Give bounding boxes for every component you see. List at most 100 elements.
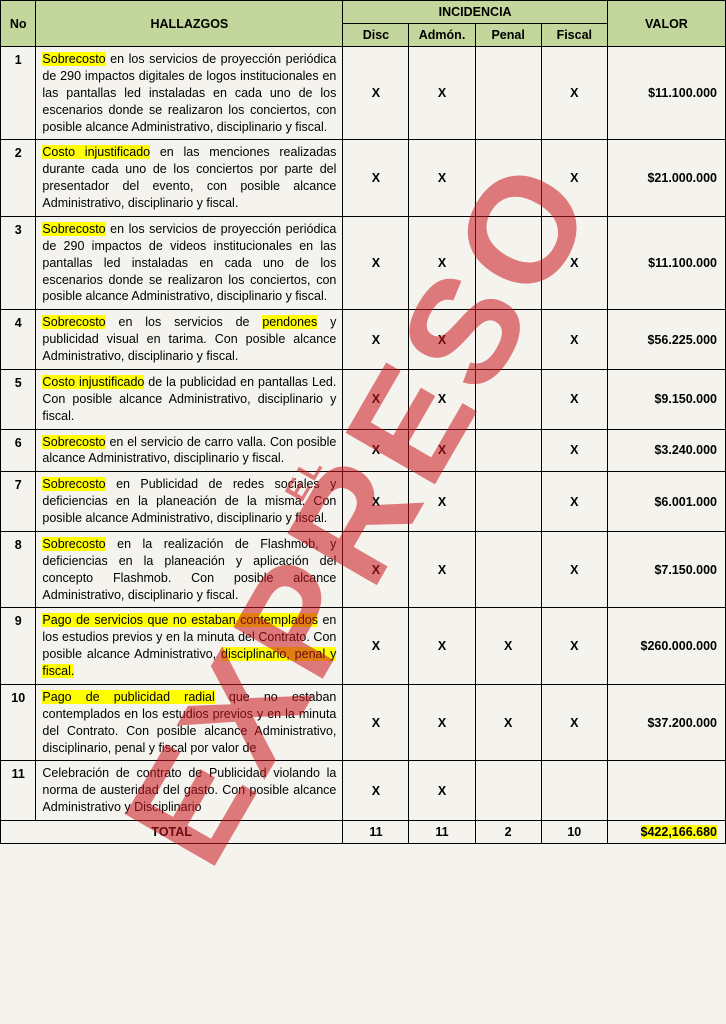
cell-no: 11: [1, 761, 36, 821]
cell-fiscal: X: [541, 608, 607, 685]
cell-penal: [475, 369, 541, 429]
cell-disc: X: [343, 761, 409, 821]
cell-admon: X: [409, 369, 475, 429]
highlight-text: Costo injustificado: [42, 375, 144, 389]
cell-penal: [475, 47, 541, 140]
highlight-text: Sobrecosto: [42, 222, 105, 236]
cell-disc: X: [343, 608, 409, 685]
cell-valor: $11.100.000: [607, 216, 725, 309]
cell-valor: $37.200.000: [607, 684, 725, 761]
highlight-text: Sobrecosto: [42, 435, 105, 449]
cell-valor: [607, 761, 725, 821]
cell-penal: X: [475, 684, 541, 761]
cell-hallazgo: Costo injustificado de la publicidad en …: [36, 369, 343, 429]
cell-penal: [475, 761, 541, 821]
cell-fiscal: X: [541, 216, 607, 309]
cell-penal: [475, 140, 541, 217]
cell-hallazgo: Pago de servicios que no estaban contemp…: [36, 608, 343, 685]
total-fiscal: 10: [541, 821, 607, 844]
cell-no: 6: [1, 429, 36, 472]
cell-disc: X: [343, 531, 409, 608]
cell-no: 8: [1, 531, 36, 608]
total-admon: 11: [409, 821, 475, 844]
header-incidencia: INCIDENCIA: [343, 1, 608, 24]
highlight-text: Pago de publicidad radial: [42, 690, 214, 704]
cell-no: 1: [1, 47, 36, 140]
cell-disc: X: [343, 684, 409, 761]
cell-valor: $6.001.000: [607, 472, 725, 532]
table-body: 1Sobrecosto en los servicios de proyecci…: [1, 47, 726, 821]
highlight-text: Sobrecosto: [42, 477, 105, 491]
table-row: 7Sobrecosto en Publicidad de redes socia…: [1, 472, 726, 532]
cell-fiscal: X: [541, 310, 607, 370]
cell-fiscal: X: [541, 369, 607, 429]
header-hallazgos: HALLAZGOS: [36, 1, 343, 47]
table-header: No HALLAZGOS INCIDENCIA VALOR Disc Admón…: [1, 1, 726, 47]
cell-valor: $56.225.000: [607, 310, 725, 370]
cell-hallazgo: Sobrecosto en el servicio de carro valla…: [36, 429, 343, 472]
cell-admon: X: [409, 608, 475, 685]
header-disc: Disc: [343, 24, 409, 47]
cell-admon: X: [409, 472, 475, 532]
cell-admon: X: [409, 47, 475, 140]
cell-no: 5: [1, 369, 36, 429]
cell-admon: X: [409, 684, 475, 761]
cell-hallazgo: Pago de publicidad radial que no estaban…: [36, 684, 343, 761]
cell-fiscal: X: [541, 47, 607, 140]
cell-disc: X: [343, 472, 409, 532]
cell-valor: $9.150.000: [607, 369, 725, 429]
highlight-text: Sobrecosto: [42, 52, 105, 66]
header-admon: Admón.: [409, 24, 475, 47]
cell-disc: X: [343, 47, 409, 140]
table-row: 5Costo injustificado de la publicidad en…: [1, 369, 726, 429]
table-row: 9 Pago de servicios que no estaban contem…: [1, 608, 726, 685]
cell-no: 4: [1, 310, 36, 370]
cell-no: 2: [1, 140, 36, 217]
cell-penal: [475, 429, 541, 472]
cell-admon: X: [409, 140, 475, 217]
header-penal: Penal: [475, 24, 541, 47]
cell-valor: $7.150.000: [607, 531, 725, 608]
cell-valor: $21.000.000: [607, 140, 725, 217]
cell-admon: X: [409, 310, 475, 370]
highlight-text: Costo injustificado: [42, 145, 150, 159]
cell-fiscal: [541, 761, 607, 821]
cell-penal: [475, 216, 541, 309]
cell-hallazgo: Sobrecosto en la realización de Flashmob…: [36, 531, 343, 608]
cell-hallazgo: Sobrecosto en Publicidad de redes social…: [36, 472, 343, 532]
header-valor: VALOR: [607, 1, 725, 47]
table-row: 11Celebración de contrato de Publicidad …: [1, 761, 726, 821]
highlight-text: disciplinario, penal y fiscal.: [42, 647, 336, 678]
cell-fiscal: X: [541, 684, 607, 761]
table-row: 10Pago de publicidad radial que no estab…: [1, 684, 726, 761]
cell-no: 7: [1, 472, 36, 532]
cell-valor: $11.100.000: [607, 47, 725, 140]
cell-disc: X: [343, 216, 409, 309]
findings-table: No HALLAZGOS INCIDENCIA VALOR Disc Admón…: [0, 0, 726, 844]
cell-hallazgo: Sobrecosto en los servicios de proyecció…: [36, 216, 343, 309]
cell-no: 9: [1, 608, 36, 685]
cell-hallazgo: Costo injustificado en las menciones rea…: [36, 140, 343, 217]
table-row: 4Sobrecosto en los servicios de pendones…: [1, 310, 726, 370]
total-disc: 11: [343, 821, 409, 844]
cell-hallazgo: Sobrecosto en los servicios de proyecció…: [36, 47, 343, 140]
cell-admon: X: [409, 429, 475, 472]
table-row: 1Sobrecosto en los servicios de proyecci…: [1, 47, 726, 140]
cell-disc: X: [343, 310, 409, 370]
highlight-text: Sobrecosto: [42, 315, 105, 329]
cell-disc: X: [343, 140, 409, 217]
cell-penal: X: [475, 608, 541, 685]
cell-fiscal: X: [541, 429, 607, 472]
highlight-text: Pago de servicios que no estaban contemp…: [42, 613, 318, 627]
total-label: TOTAL: [1, 821, 343, 844]
cell-valor: $260.000.000: [607, 608, 725, 685]
cell-fiscal: X: [541, 140, 607, 217]
cell-disc: X: [343, 369, 409, 429]
cell-admon: X: [409, 216, 475, 309]
table-row: 8Sobrecosto en la realización de Flashmo…: [1, 531, 726, 608]
cell-admon: X: [409, 761, 475, 821]
cell-no: 10: [1, 684, 36, 761]
table-footer: TOTAL 11 11 2 10 $422,166.680: [1, 821, 726, 844]
header-fiscal: Fiscal: [541, 24, 607, 47]
cell-penal: [475, 472, 541, 532]
